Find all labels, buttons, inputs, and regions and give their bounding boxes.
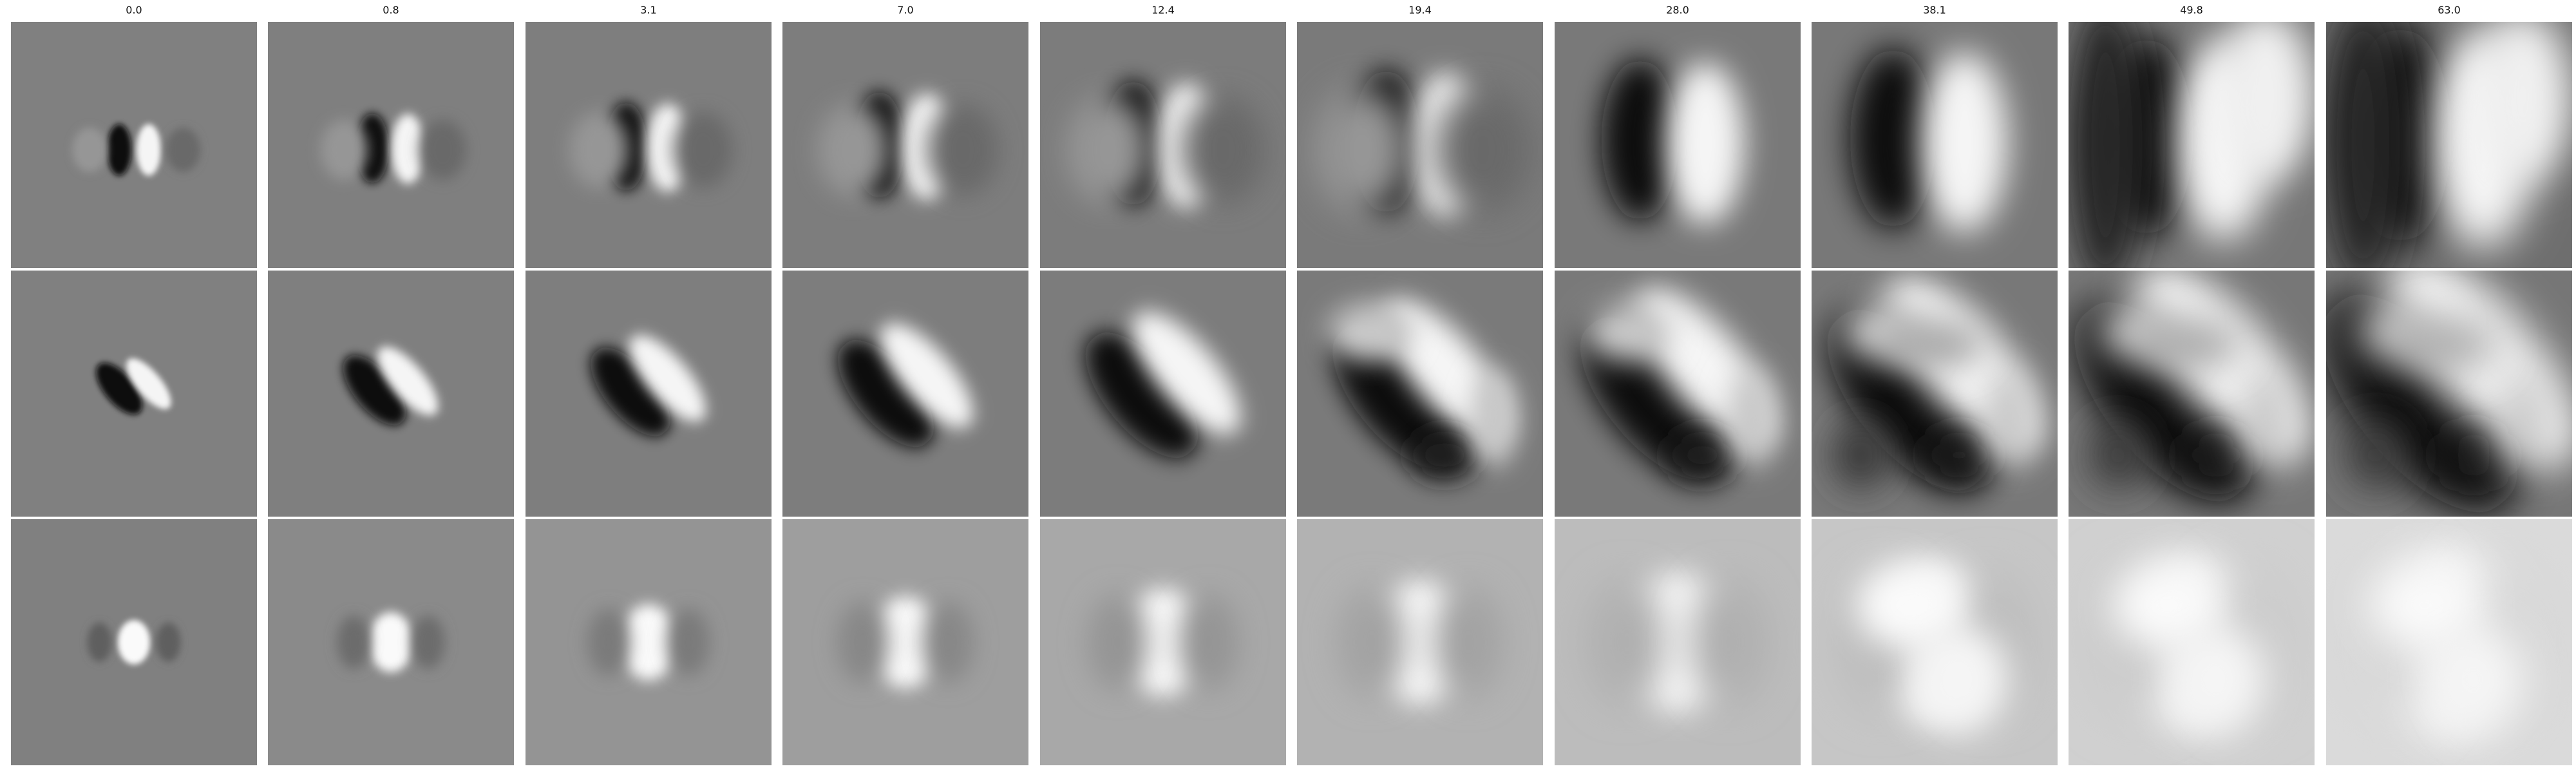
filter-image [268, 22, 514, 268]
column-title: 49.8 [2180, 4, 2203, 16]
filter-tile [1040, 519, 1286, 765]
filter-tile [1555, 22, 1801, 268]
filter-tile [2069, 519, 2315, 765]
filter-image [1297, 22, 1543, 268]
filter-tile [268, 22, 514, 268]
filter-tile [11, 22, 257, 268]
filter-tile [268, 271, 514, 517]
column-title: 3.1 [640, 4, 657, 16]
filter-image [1555, 519, 1801, 765]
column-title: 19.4 [1408, 4, 1432, 16]
filter-tile [782, 22, 1028, 268]
column-title: 63.0 [2438, 4, 2461, 16]
column-title: 38.1 [1923, 4, 1946, 16]
column-title: 7.0 [897, 4, 914, 16]
filter-image [1555, 22, 1801, 268]
filter-image [526, 271, 772, 517]
filter-image [1297, 519, 1543, 765]
filter-image [1297, 271, 1543, 517]
filter-tile [1297, 22, 1543, 268]
filter-tile [1812, 271, 2058, 517]
filter-tile [1297, 271, 1543, 517]
filter-image [782, 22, 1028, 268]
column-title: 0.8 [383, 4, 399, 16]
filter-image [1555, 271, 1801, 517]
column-title: 12.4 [1151, 4, 1175, 16]
filter-image [2326, 271, 2572, 517]
filter-tile [1812, 519, 2058, 765]
filter-tile [2326, 22, 2572, 268]
filter-tile [526, 22, 772, 268]
filter-image [268, 519, 514, 765]
filter-image [2069, 22, 2315, 268]
filter-tile [11, 271, 257, 517]
filter-tile [1040, 271, 1286, 517]
filter-image [2326, 519, 2572, 765]
filter-image [782, 519, 1028, 765]
filter-tile [782, 519, 1028, 765]
filter-tile [1555, 519, 1801, 765]
filter-tile [2069, 271, 2315, 517]
filter-image [2069, 519, 2315, 765]
filter-tile [1297, 519, 1543, 765]
filter-image [526, 519, 772, 765]
filter-tile [1555, 271, 1801, 517]
filter-image [1812, 519, 2058, 765]
filter-image [11, 22, 257, 268]
filter-image [2069, 271, 2315, 517]
filter-image [1040, 519, 1286, 765]
column-title: 0.0 [126, 4, 142, 16]
filter-tile [2069, 22, 2315, 268]
filter-image [1812, 271, 2058, 517]
filter-image [1812, 22, 2058, 268]
column-title: 28.0 [1666, 4, 1689, 16]
filter-tile [526, 271, 772, 517]
filter-tile [1040, 22, 1286, 268]
filter-image [268, 271, 514, 517]
filter-image [1040, 271, 1286, 517]
filter-image [782, 271, 1028, 517]
filter-image [2326, 22, 2572, 268]
filter-image [1040, 22, 1286, 268]
filter-image [11, 271, 257, 517]
filter-image [526, 22, 772, 268]
filter-tile [2326, 271, 2572, 517]
filter-image [11, 519, 257, 765]
filter-tile [11, 519, 257, 765]
filter-tile [1812, 22, 2058, 268]
filter-tile [268, 519, 514, 765]
filter-tile [782, 271, 1028, 517]
filter-tile [2326, 519, 2572, 765]
filter-tile [526, 519, 772, 765]
